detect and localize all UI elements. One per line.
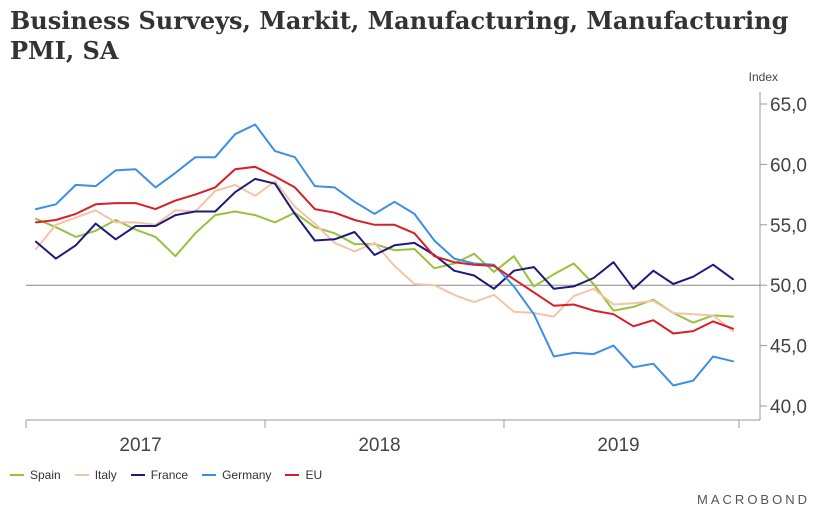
- legend-swatch: [285, 474, 300, 476]
- legend-item-eu: EU: [285, 468, 322, 482]
- y-tick-label: 40,0: [770, 397, 807, 418]
- legend-swatch: [130, 474, 145, 476]
- legend-label: France: [150, 468, 189, 482]
- legend-swatch: [74, 474, 89, 476]
- series-line-italy: [35, 180, 734, 333]
- series-line-eu: [35, 165, 734, 335]
- legend-item-france: France: [130, 468, 189, 482]
- chart-title: Business Surveys, Markit, Manufacturing,…: [10, 6, 789, 65]
- legend-item-spain: Spain: [10, 468, 61, 482]
- legend-label: Germany: [222, 468, 272, 482]
- x-tick-label: 2018: [358, 435, 400, 456]
- y-axis-unit-label: Index: [749, 70, 778, 84]
- y-tick-label: 65,0: [770, 95, 807, 116]
- legend-label: EU: [305, 468, 323, 482]
- y-tick-label: 60,0: [770, 155, 807, 176]
- legend-item-italy: Italy: [74, 468, 117, 482]
- legend: Spain Italy France Germany EU: [10, 468, 322, 482]
- legend-label: Spain: [30, 468, 61, 482]
- legend-label: Italy: [94, 468, 117, 482]
- y-tick-label: 45,0: [770, 337, 807, 358]
- brand-logo: MACROBOND: [697, 492, 810, 507]
- series-line-germany: [35, 123, 734, 387]
- legend-item-germany: Germany: [202, 468, 271, 482]
- x-tick-label: 2019: [597, 435, 639, 456]
- legend-swatch: [202, 474, 217, 476]
- series-line-spain: [35, 210, 734, 324]
- legend-swatch: [10, 474, 24, 476]
- y-tick-label: 55,0: [770, 216, 807, 237]
- series-line-france: [35, 177, 734, 290]
- x-tick-label: 2017: [119, 435, 161, 456]
- y-tick-label: 50,0: [770, 276, 807, 297]
